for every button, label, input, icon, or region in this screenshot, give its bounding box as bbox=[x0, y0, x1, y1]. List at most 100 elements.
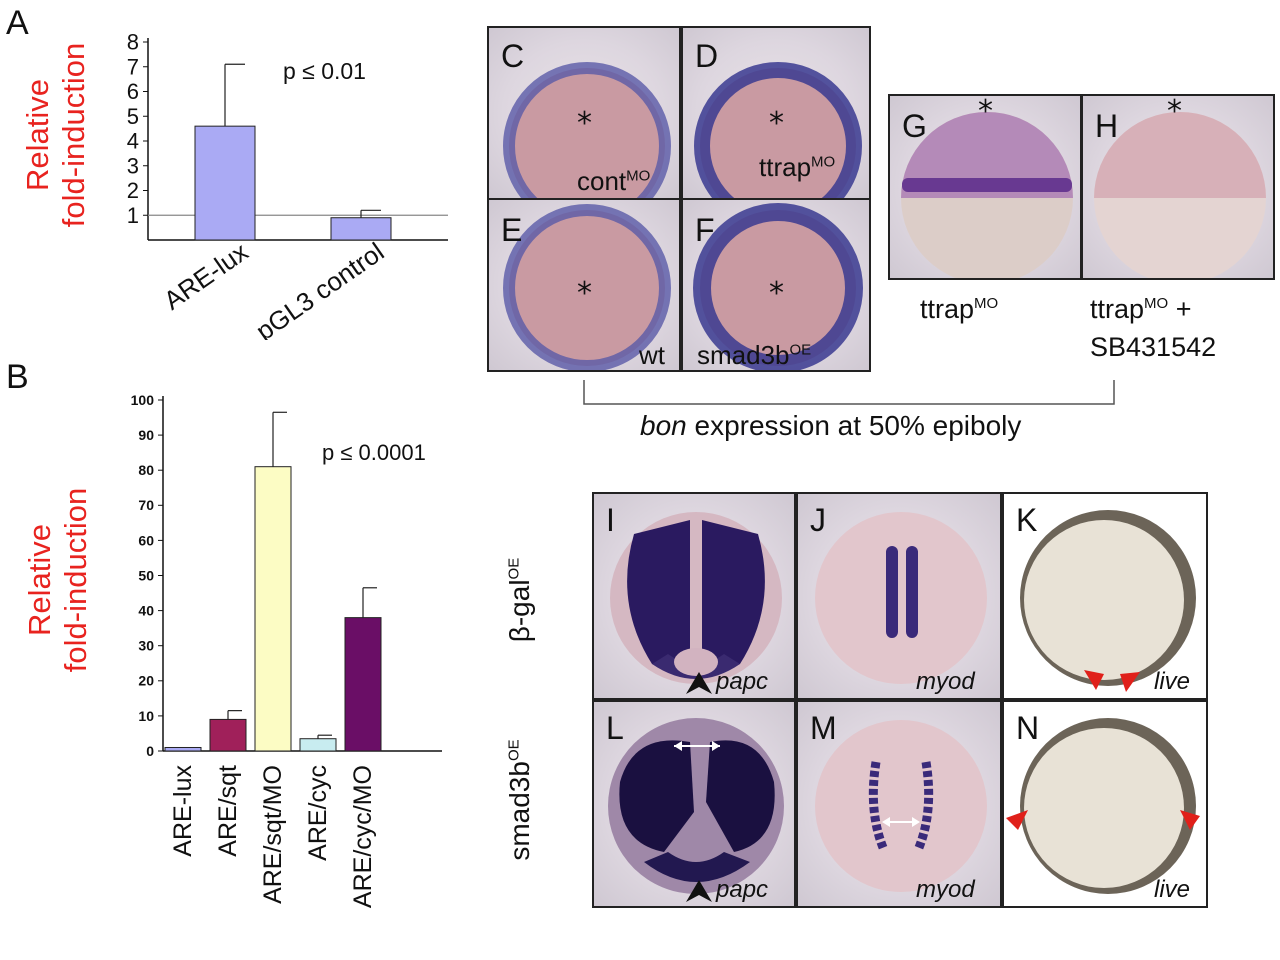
y-tick-label: 5 bbox=[127, 104, 139, 129]
panel-m: M myod bbox=[796, 700, 1002, 908]
row-label-beta-gal: β-galOE bbox=[504, 557, 535, 643]
bar bbox=[209, 718, 247, 752]
panel-n: N live bbox=[1002, 700, 1208, 908]
panel-letter-n: N bbox=[1016, 710, 1040, 746]
y-tick-label: 60 bbox=[138, 532, 154, 548]
y-tick-label: 100 bbox=[131, 392, 155, 408]
panel-e: E * wt bbox=[487, 198, 681, 372]
embryo-side-h bbox=[1094, 112, 1266, 278]
y-tick-label: 3 bbox=[127, 153, 139, 178]
category-label: ARE/sqt bbox=[214, 765, 242, 857]
y-tick-label: 10 bbox=[138, 708, 154, 724]
bar bbox=[194, 125, 256, 241]
panel-letter-j: J bbox=[810, 502, 826, 538]
y-tick-label: 40 bbox=[138, 603, 154, 619]
panel-i: I papc bbox=[592, 492, 796, 700]
panel-letter-a: A bbox=[6, 4, 29, 42]
condition-label-e: wt bbox=[639, 340, 665, 370]
y-tick-label: 30 bbox=[138, 638, 154, 654]
condition-label-d: ttrapMO bbox=[759, 152, 836, 182]
gene-label-m: myod bbox=[916, 876, 975, 903]
y-tick-label: 50 bbox=[138, 567, 154, 583]
gene-label-k: live bbox=[1154, 668, 1191, 695]
panel-letter-k: K bbox=[1016, 502, 1038, 538]
bar bbox=[254, 466, 292, 752]
panel-letter-d: D bbox=[695, 38, 719, 74]
panel-letter-l: L bbox=[606, 710, 624, 746]
condition-label-c: contMO bbox=[577, 166, 651, 196]
y-axis-label: fold-induction bbox=[56, 43, 91, 227]
gene-label-l: papc bbox=[716, 876, 769, 903]
p-value-annotation: p ≤ 0.0001 bbox=[322, 440, 426, 465]
y-axis-label: Relative bbox=[22, 524, 57, 636]
bar bbox=[330, 217, 392, 241]
panel-g: G * bbox=[888, 94, 1082, 280]
panel-letter-f: F bbox=[695, 212, 715, 248]
animal-pole-star: * bbox=[1167, 94, 1182, 129]
y-axis-label: Relative bbox=[20, 79, 55, 191]
y-axis-label: fold-induction bbox=[58, 488, 93, 672]
bar bbox=[299, 738, 337, 752]
y-tick-label: 7 bbox=[127, 54, 139, 79]
bar bbox=[344, 617, 382, 752]
bar bbox=[164, 746, 202, 752]
embryo-k bbox=[1020, 510, 1196, 692]
y-tick-label: 90 bbox=[138, 427, 154, 443]
chart-b: Relative fold-induction 0 10 20 30 40 50 60 70 80 9… bbox=[22, 392, 442, 908]
panel-letter-m: M bbox=[810, 710, 837, 746]
panel-letter-i: I bbox=[606, 502, 615, 538]
panel-letter-c: C bbox=[501, 38, 525, 74]
y-tick-label: 70 bbox=[138, 497, 154, 513]
bracket-caption: bon expression at 50% epiboly bbox=[640, 410, 1022, 441]
panel-letter-b: B bbox=[6, 358, 29, 396]
gene-label-j: myod bbox=[916, 668, 975, 695]
y-tick-label: 80 bbox=[138, 462, 154, 478]
panel-letter-g: G bbox=[902, 108, 927, 144]
y-tick-label: 8 bbox=[127, 30, 139, 55]
y-tick-label: 6 bbox=[127, 79, 139, 104]
panel-letter-h: H bbox=[1095, 108, 1119, 144]
animal-pole-star: * bbox=[769, 276, 784, 311]
category-label: pGL3 control bbox=[250, 236, 389, 340]
panel-k: K live bbox=[1002, 492, 1208, 700]
category-label: ARE/sqt/MO bbox=[259, 765, 287, 904]
panel-f: F * smad3bOE bbox=[681, 198, 871, 372]
embryo-ring-e bbox=[503, 204, 671, 370]
embryo-ring-f bbox=[693, 203, 863, 370]
gene-label-i: papc bbox=[716, 668, 769, 695]
animal-pole-star: * bbox=[769, 106, 784, 141]
y-tick-label: 20 bbox=[138, 673, 154, 689]
panel-l: L papc bbox=[592, 700, 796, 908]
embryo-n bbox=[1006, 718, 1200, 894]
animal-pole-star: * bbox=[978, 94, 993, 129]
y-tick-label: 1 bbox=[127, 203, 139, 228]
embryo-side-g bbox=[901, 112, 1073, 278]
animal-pole-star: * bbox=[577, 276, 592, 311]
caption-h-line2: SB431542 bbox=[1090, 332, 1217, 362]
row-label-smad3b: smad3bOE bbox=[504, 739, 535, 861]
panel-c: C * contMO bbox=[487, 26, 681, 200]
p-value-annotation: p ≤ 0.01 bbox=[283, 58, 366, 84]
category-label: ARE-lux bbox=[169, 765, 197, 857]
arrowhead-icon bbox=[686, 880, 712, 902]
arrowhead-icon bbox=[686, 672, 712, 694]
embryo-j bbox=[815, 512, 987, 684]
embryo-l bbox=[608, 718, 784, 894]
bracket bbox=[583, 380, 1115, 405]
panel-letter-e: E bbox=[501, 212, 523, 248]
embryo-ring-d bbox=[694, 62, 862, 198]
panel-h: H * bbox=[1081, 94, 1275, 280]
animal-pole-star: * bbox=[577, 106, 592, 141]
condition-label-f: smad3bOE bbox=[697, 340, 812, 370]
caption-h-line1: ttrapMO + bbox=[1090, 294, 1192, 324]
embryo-m bbox=[815, 720, 987, 892]
panel-j: J myod bbox=[796, 492, 1002, 700]
y-tick-label: 0 bbox=[146, 743, 154, 759]
embryo-i bbox=[610, 512, 782, 684]
embryo-ring-c bbox=[503, 62, 671, 198]
panel-d: D * ttrapMO bbox=[681, 26, 871, 200]
category-label: ARE/cyc bbox=[304, 765, 332, 861]
caption-g: ttrapMO bbox=[920, 294, 999, 324]
y-tick-label: 2 bbox=[127, 178, 139, 203]
